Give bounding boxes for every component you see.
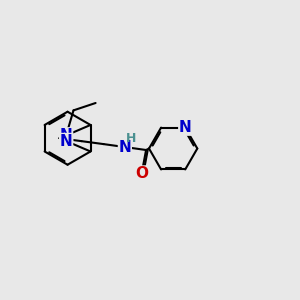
- Text: H: H: [126, 132, 136, 145]
- Text: O: O: [135, 166, 148, 181]
- Text: N: N: [60, 134, 73, 148]
- Text: N: N: [60, 128, 73, 143]
- Text: N: N: [118, 140, 131, 154]
- Text: N: N: [179, 120, 192, 135]
